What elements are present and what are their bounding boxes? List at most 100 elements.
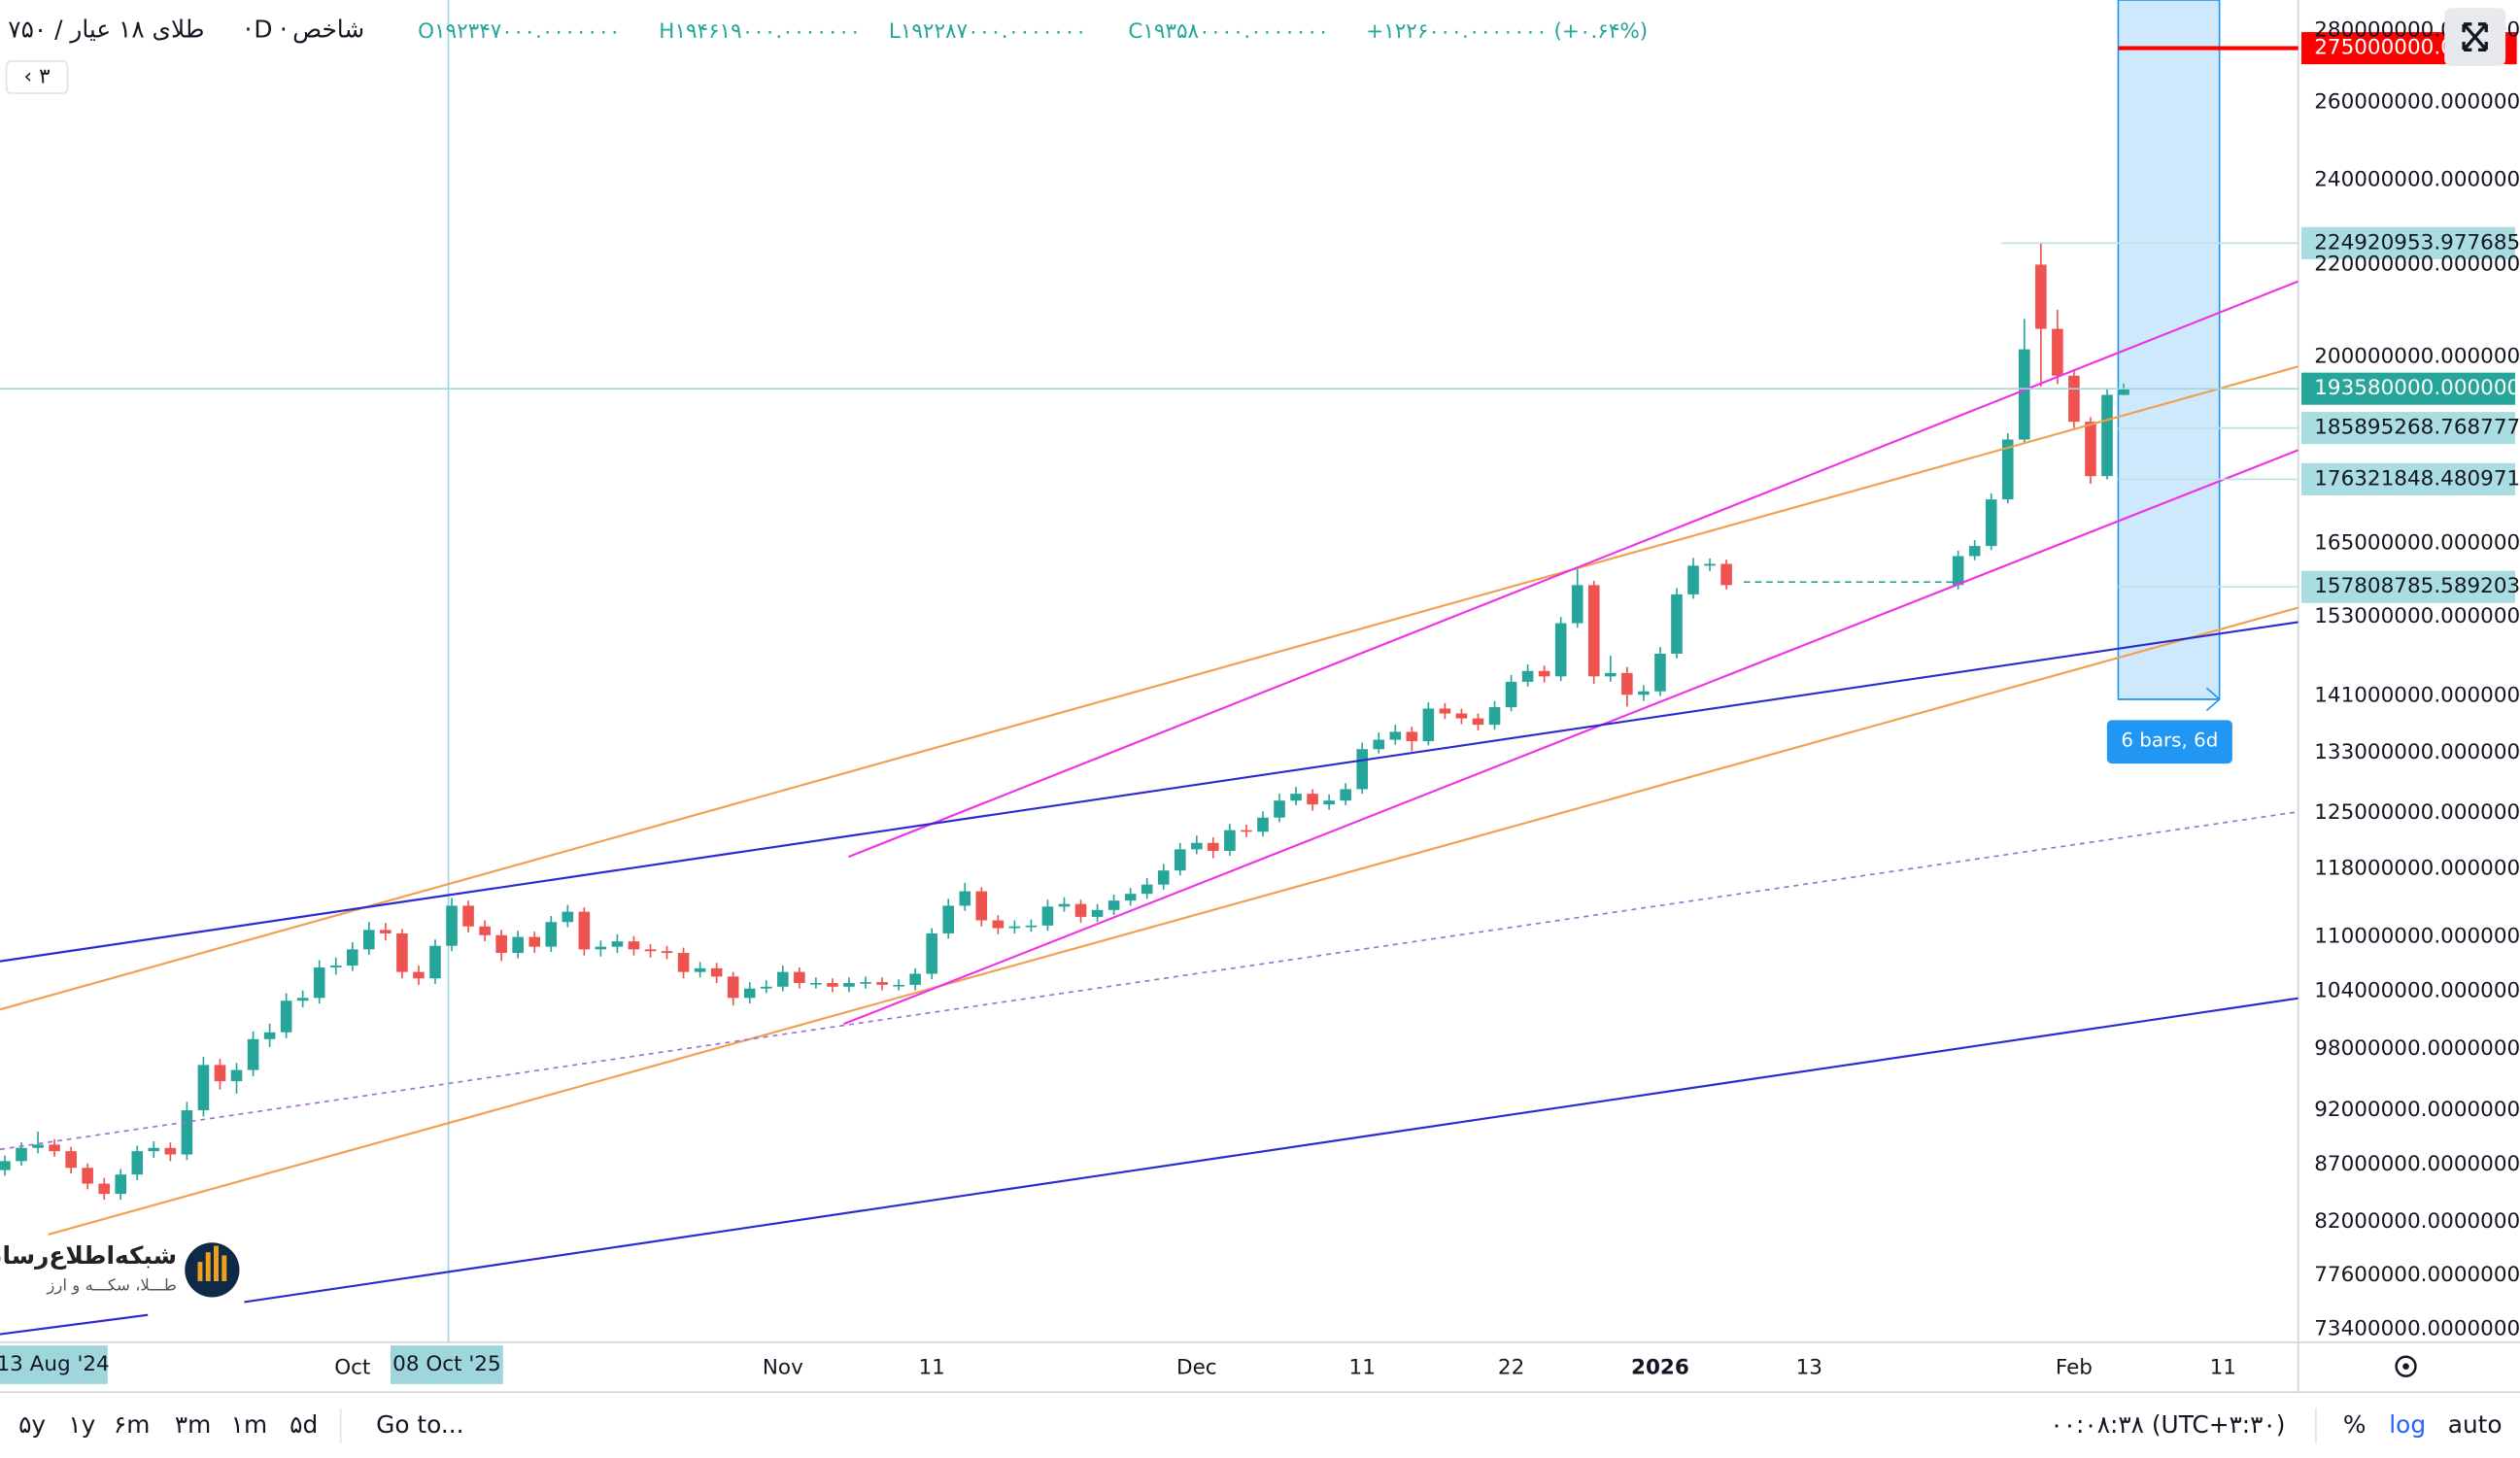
x-tick-label: 2026	[1631, 1355, 1689, 1379]
trend-line	[843, 449, 2299, 1026]
candle-body	[1671, 593, 1683, 655]
price-label: 275000000.00	[2314, 36, 2467, 60]
x-tick-label: 11	[1349, 1355, 1376, 1379]
axes: 280000000.0000000260000000.0000000240000…	[334, 18, 2520, 1380]
settings-icon-center[interactable]	[2402, 1363, 2409, 1370]
candle-body	[661, 951, 673, 954]
y-tick-label: 98000000.0000000	[2314, 1036, 2520, 1061]
candle-body	[2052, 328, 2063, 376]
candle-body	[727, 976, 739, 999]
candle-body	[677, 953, 690, 972]
candle-body	[462, 905, 474, 927]
candle-body	[329, 966, 342, 967]
candle-body	[1224, 830, 1236, 852]
candle-body	[1654, 654, 1666, 692]
candle-body	[1041, 906, 1054, 926]
price-label-box	[2301, 226, 2516, 259]
x-tick-label: Nov	[763, 1355, 803, 1379]
candle-body	[2035, 264, 2047, 329]
candle-body	[794, 971, 805, 983]
x-tick-label: 11	[2210, 1355, 2236, 1379]
symbol: طلای ۱۸ عیار / ۷۵۰	[8, 15, 204, 43]
range-button[interactable]: ۵d	[289, 1410, 318, 1439]
price-label: 193580000.0000000	[2314, 376, 2520, 400]
price-label: 185895268.7687775	[2314, 416, 2520, 440]
range-button[interactable]: ۵y	[18, 1410, 46, 1439]
logo-bar	[197, 1262, 203, 1281]
ohlc-low: L۱۹۲۲۸۷۰۰۰.۰۰۰۰۰۰۰	[889, 19, 1087, 44]
candle-body	[495, 934, 507, 954]
y-tick-label: 240000000.0000000	[2314, 168, 2520, 192]
candle-body	[1985, 499, 1997, 547]
candle-body	[347, 949, 358, 966]
y-tick-label: 153000000.0000000	[2314, 604, 2520, 628]
fullscreen-icon[interactable]	[2462, 22, 2488, 51]
collapse-button[interactable]	[5, 60, 69, 94]
crosshair-date-box	[391, 1345, 503, 1384]
goto-button[interactable]: Go to...	[376, 1410, 463, 1439]
candle-body	[1571, 585, 1584, 624]
candle-body	[16, 1147, 27, 1162]
crosshair-date: 13 Aug '24	[0, 1352, 110, 1376]
candle-body	[1638, 691, 1650, 695]
candle-body	[909, 973, 921, 985]
candle-body	[942, 905, 955, 933]
candle-body	[578, 911, 591, 950]
candle-body	[2118, 389, 2129, 395]
candle-body	[2019, 349, 2030, 440]
trend-line	[0, 621, 2299, 963]
candle-body	[992, 920, 1005, 929]
candle-body	[479, 926, 491, 935]
candle-body	[1406, 731, 1418, 742]
trend-line	[48, 606, 2299, 1237]
log-button[interactable]: log	[2389, 1410, 2426, 1439]
measure-label-box	[2106, 720, 2232, 764]
candle-body	[528, 936, 541, 947]
candle-body	[611, 941, 624, 947]
y-tick-label: 260000000.0000000	[2314, 90, 2520, 115]
candle-body	[148, 1147, 160, 1152]
trend-line	[244, 997, 2299, 1304]
candle-body	[197, 1065, 210, 1111]
candle-body	[926, 932, 937, 974]
candle-body	[777, 971, 789, 987]
x-tick-label: Oct	[334, 1355, 370, 1379]
y-tick-label: 220000000.0000000	[2314, 252, 2520, 276]
y-tick-label: 104000000.0000000	[2314, 979, 2520, 1003]
x-tick-label: 13	[1796, 1355, 1822, 1379]
candle-body	[2068, 375, 2080, 423]
settings-icon[interactable]	[2395, 1355, 2417, 1377]
candle-body	[1174, 849, 1186, 871]
candle-body	[1968, 546, 1981, 557]
candle-body	[1356, 749, 1369, 790]
price-label: 176321848.4809713	[2314, 466, 2520, 491]
y-tick-label: 87000000.0000000	[2314, 1152, 2520, 1176]
ohlc-open: O۱۹۲۳۴۷۰۰۰.۰۰۰۰۰۰۰	[418, 19, 620, 44]
logo-bar	[205, 1252, 211, 1281]
candle-body	[595, 946, 607, 950]
candle-body	[1389, 731, 1402, 740]
collapse-label[interactable]: ‹ ۳	[24, 64, 51, 88]
clock: ۰۰:۰۸:۳۸ (UTC+۳:۳۰)	[2050, 1410, 2285, 1439]
auto-button[interactable]: auto	[2448, 1410, 2503, 1439]
candle-body	[1340, 789, 1351, 801]
candle-body	[1521, 670, 1534, 682]
candle-body	[247, 1038, 259, 1070]
price-level-marker	[2508, 32, 2517, 65]
x-tick-label: 22	[1498, 1355, 1524, 1379]
drawings	[0, 280, 2299, 1336]
range-button[interactable]: ۱y	[68, 1410, 95, 1439]
interval: D	[254, 15, 272, 43]
range-button[interactable]: ۱m	[231, 1410, 267, 1439]
candle-body	[694, 967, 706, 972]
trend-line	[848, 280, 2299, 859]
range-button[interactable]: ۳m	[175, 1410, 211, 1439]
candle-body	[49, 1144, 60, 1152]
percent-button[interactable]: %	[2343, 1410, 2367, 1439]
y-tick-label: 141000000.0000000	[2314, 684, 2520, 708]
candle-body	[710, 967, 723, 977]
range-button[interactable]: ۶m	[114, 1410, 150, 1439]
candle-body	[0, 1161, 11, 1170]
candle-body	[545, 922, 558, 947]
